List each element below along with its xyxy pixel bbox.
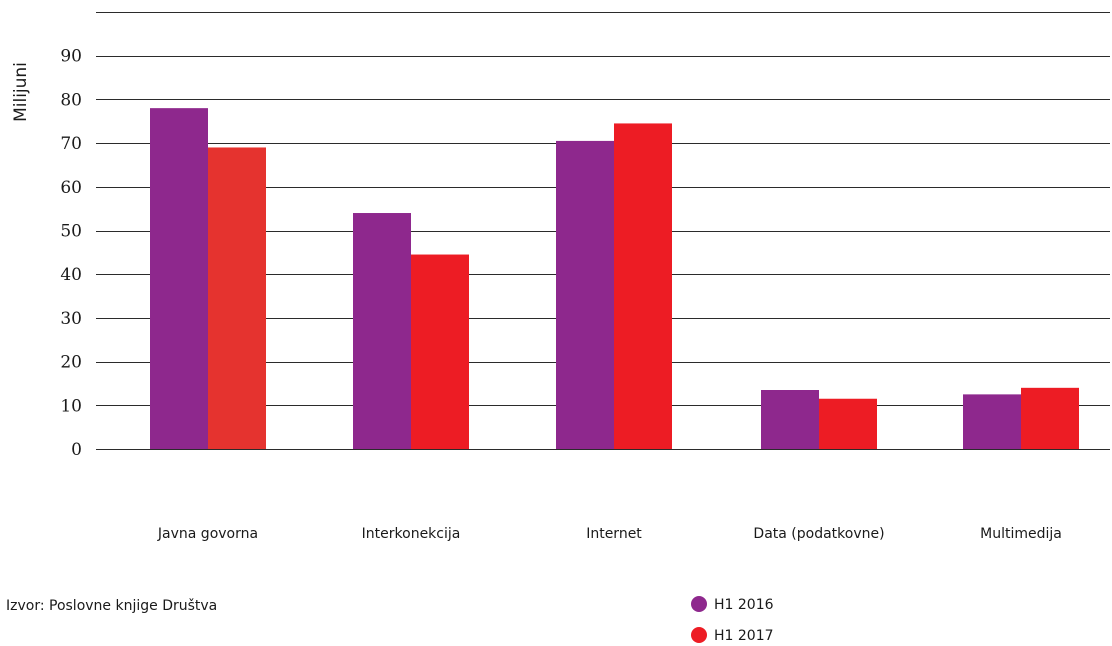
bar-h1-2016 (963, 394, 1021, 449)
legend: H1 2016 H1 2017 (691, 596, 774, 644)
category-label: Interkonekcija (362, 526, 461, 542)
bar-h1-2016 (353, 213, 411, 449)
bar-h1-2017 (819, 398, 877, 449)
y-tick-label: 10 (60, 396, 82, 416)
category-label: Multimedija (980, 526, 1062, 542)
y-tick-label: 60 (60, 178, 82, 198)
legend-label: H1 2017 (714, 628, 774, 644)
y-tick-label: 40 (60, 265, 82, 285)
bar-h1-2017 (614, 123, 672, 449)
legend-swatch (691, 627, 707, 643)
bar-h1-2016 (556, 140, 614, 450)
y-tick-label: 20 (60, 353, 82, 373)
bar-h1-2017 (1021, 387, 1079, 449)
bar-h1-2016 (150, 108, 208, 449)
bars (150, 108, 1079, 450)
y-tick-label: 0 (71, 440, 82, 460)
y-tick-label: 70 (60, 134, 82, 154)
category-label: Javna govorna (157, 526, 258, 542)
y-axis-label: Milijuni (11, 62, 31, 122)
bar-h1-2017 (208, 147, 266, 449)
category-label: Internet (586, 526, 642, 542)
y-tick-labels: 0 10 20 30 40 50 60 70 80 90 (60, 47, 82, 460)
legend-swatch (691, 596, 707, 612)
category-labels: Javna govorna Interkonekcija Internet Data … (157, 526, 1062, 542)
legend-label: H1 2016 (714, 597, 774, 613)
y-tick-label: 80 (60, 90, 82, 110)
source-note: Izvor: Poslovne knjige Društva (6, 598, 217, 614)
y-tick-label: 50 (60, 222, 82, 242)
bar-h1-2017 (411, 254, 469, 449)
bar-h1-2016 (761, 390, 819, 449)
category-label: Data (podatkovne) (753, 526, 884, 542)
y-tick-label: 30 (60, 309, 82, 329)
y-tick-label: 90 (60, 47, 82, 67)
